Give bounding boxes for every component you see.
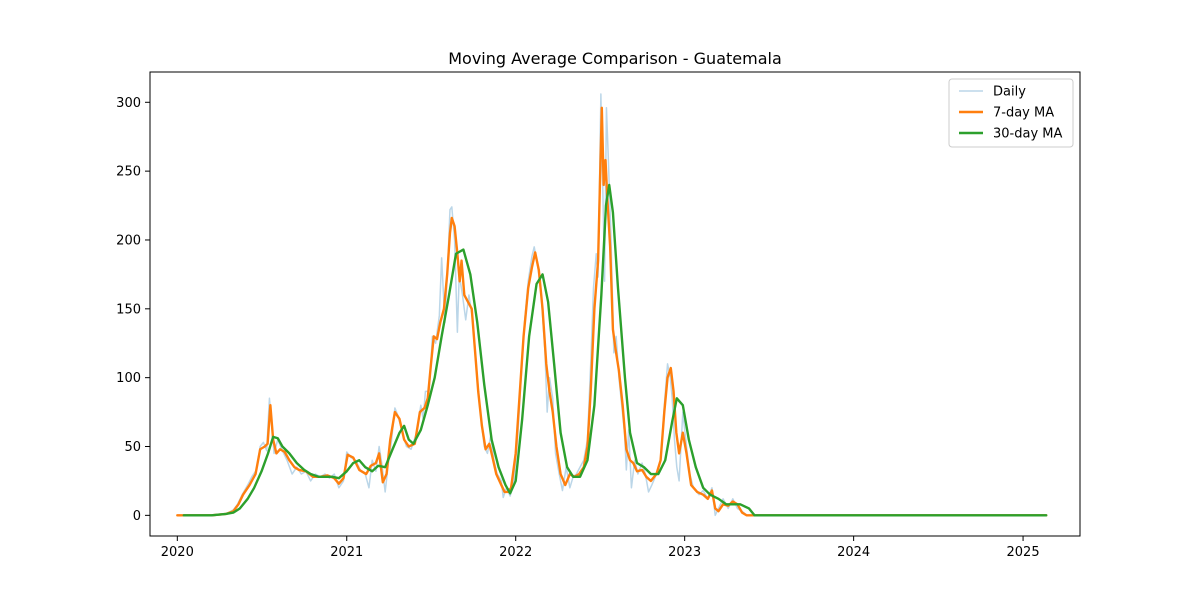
chart-title: Moving Average Comparison - Guatemala bbox=[448, 49, 782, 68]
series-line-2 bbox=[176, 106, 1048, 517]
legend-label: 7-day MA bbox=[993, 106, 1054, 121]
y-tick-label: 0 bbox=[133, 509, 141, 524]
legend-box bbox=[948, 78, 1074, 148]
x-tick-label: 2025 bbox=[1007, 545, 1040, 560]
y-tick-label: 250 bbox=[116, 165, 141, 180]
y-tick-label: 200 bbox=[116, 233, 141, 248]
y-tick-label: 100 bbox=[116, 371, 141, 386]
y-tick-label: 300 bbox=[116, 96, 141, 111]
x-axis: 2020 2021 2022 2023 2024 2025 bbox=[161, 536, 1040, 560]
legend-label: Daily bbox=[993, 85, 1026, 100]
series-layer bbox=[176, 93, 1048, 517]
x-tick-label: 2021 bbox=[330, 545, 363, 560]
legend: Daily 7-day MA 30-day MA bbox=[948, 78, 1074, 148]
x-tick-label: 2024 bbox=[837, 545, 870, 560]
x-tick-label: 2023 bbox=[668, 545, 701, 560]
y-axis: 0 50 100 150 200 250 300 bbox=[116, 96, 150, 524]
axes-frame bbox=[149, 71, 1081, 537]
legend-label: 30-day MA bbox=[993, 127, 1062, 142]
y-tick-label: 150 bbox=[116, 302, 141, 317]
x-tick-label: 2022 bbox=[499, 545, 532, 560]
y-tick-label: 50 bbox=[124, 440, 141, 455]
series-line-3 bbox=[182, 183, 1048, 517]
x-tick-label: 2020 bbox=[161, 545, 194, 560]
